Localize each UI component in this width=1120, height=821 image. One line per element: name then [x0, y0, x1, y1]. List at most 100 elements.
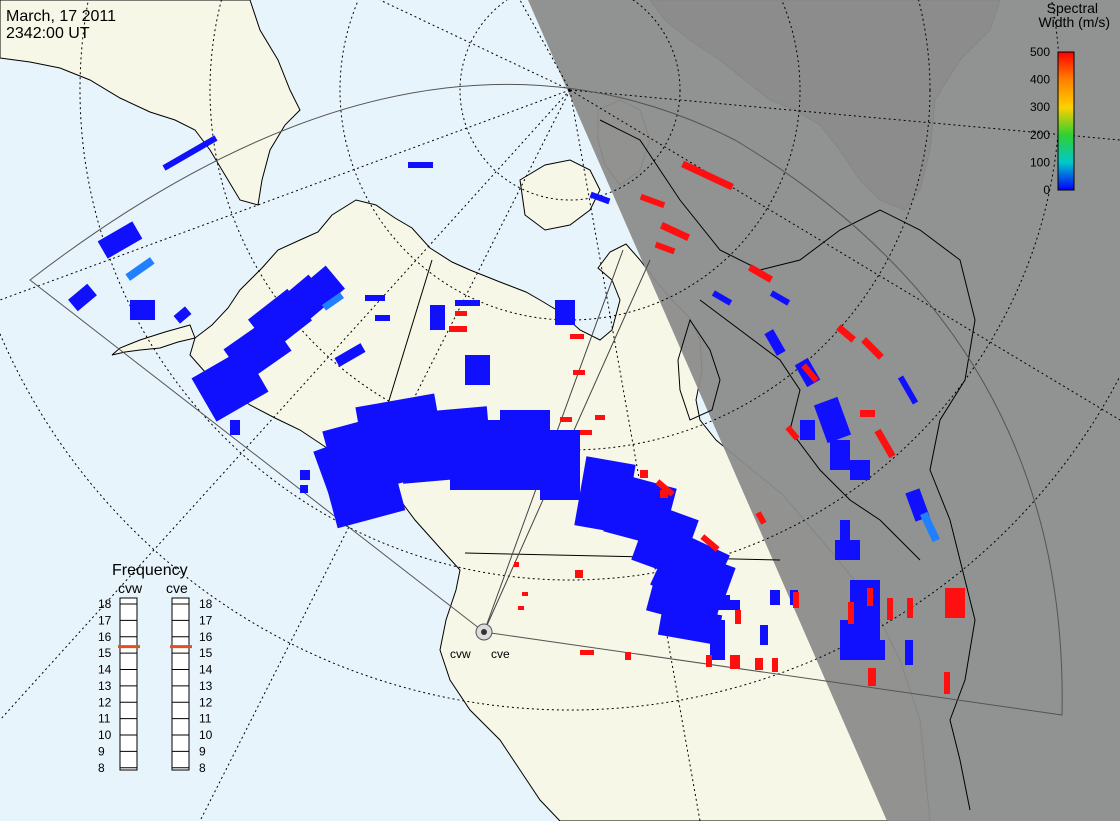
legend-tick-label: 200	[1030, 128, 1050, 142]
land-alaska-peninsula	[111, 324, 196, 356]
freq-scale-label: 16	[199, 630, 213, 644]
backscatter-cells	[68, 135, 965, 694]
scatter-cell	[570, 334, 584, 339]
freq-scale-label: 17	[98, 613, 112, 627]
freq-scale-label: 8	[199, 761, 206, 775]
scatter-cell	[772, 658, 778, 672]
frequency-title: Frequency	[112, 562, 188, 579]
scatter-cell	[868, 668, 876, 686]
freq-scale-label: 8	[98, 761, 105, 775]
scatter-cell	[860, 640, 885, 660]
spectral-width-legend: 500 400 300 200 100 0	[1030, 45, 1075, 197]
freq-scale-label: 10	[199, 728, 213, 742]
legend-colorbar	[1057, 51, 1075, 191]
scatter-cell	[700, 534, 720, 552]
scatter-cell	[660, 490, 668, 498]
scatter-cell	[920, 511, 940, 543]
coastline-night	[599, 119, 976, 811]
freq-scale: 18 18 17 17 16 16 15 15 14 14 13 13 12 12 11 11 10 10 9 9 8 8	[98, 597, 213, 775]
scatter-cell	[907, 598, 913, 618]
scatter-cell	[375, 315, 390, 321]
scatter-cell	[835, 540, 860, 560]
scatter-cell	[850, 460, 870, 480]
scatter-cell	[755, 658, 763, 670]
scatter-cell	[560, 417, 572, 422]
freq-scale-label: 16	[98, 630, 112, 644]
scatter-cell	[575, 570, 583, 578]
freq-radar-label-cvw: cvw	[118, 580, 143, 596]
scatter-cell	[639, 193, 666, 209]
scatter-cell	[555, 300, 575, 325]
freq-scale-label: 14	[199, 663, 213, 677]
scatter-cell	[595, 415, 605, 420]
scatter-cell	[861, 337, 884, 360]
legend-tick-label: 0	[1043, 183, 1050, 197]
scatter-cell	[855, 605, 870, 635]
scatter-cell	[173, 306, 192, 324]
scatter-cell	[735, 610, 741, 624]
scatter-cell	[785, 425, 800, 441]
scatter-cell	[813, 396, 852, 444]
scatter-cell	[905, 488, 930, 522]
freq-scale-label: 18	[98, 597, 112, 611]
scatter-cell	[770, 590, 780, 605]
radar-fov	[29, 83, 1063, 716]
freq-scale-label: 13	[98, 679, 112, 693]
scatter-cell	[300, 485, 308, 493]
scatter-cell	[589, 191, 611, 205]
scatter-cell	[905, 640, 913, 665]
freq-scale-label: 11	[199, 712, 212, 726]
scatter-cell	[625, 652, 631, 660]
freq-scale-label: 9	[98, 744, 105, 758]
scatter-cell	[848, 602, 854, 624]
scatter-cell	[747, 264, 774, 283]
scatter-cell	[800, 420, 815, 440]
freq-scale-label: 11	[98, 712, 111, 726]
scatter-cell	[897, 375, 919, 405]
legend-title-line2: Width (m/s)	[1038, 14, 1110, 30]
scatter-cell	[518, 606, 524, 610]
scatter-cell	[465, 355, 490, 385]
scatter-cell	[840, 520, 850, 545]
land-arctic-islands	[519, 159, 601, 231]
radar-site-dot	[481, 629, 487, 635]
freq-scale-label: 13	[199, 679, 213, 693]
legend-tick-label: 100	[1030, 155, 1050, 169]
scatter-cell	[540, 430, 580, 500]
scatter-cell	[334, 343, 366, 367]
scatter-cell	[659, 221, 691, 242]
time-label: 2342:00 UT	[6, 25, 90, 42]
freq-scale-label: 15	[98, 646, 112, 660]
scatter-cell	[230, 420, 240, 435]
scatter-cell	[580, 650, 594, 655]
scatter-cell	[681, 160, 734, 191]
scatter-cell	[130, 300, 155, 320]
scatter-cell	[887, 598, 893, 620]
scatter-cell	[755, 511, 767, 525]
legend-tick-labels: 500 400 300 200 100 0	[1030, 45, 1050, 197]
scatter-cell	[313, 431, 387, 499]
freq-radar-label-cve: cve	[166, 580, 188, 596]
scatter-cell	[514, 562, 519, 567]
scatter-cell	[295, 265, 345, 315]
freq-scale-label: 9	[199, 744, 206, 758]
freq-bar-cve	[171, 597, 190, 771]
freq-bar-cvw	[119, 597, 138, 771]
scatter-cell	[455, 311, 467, 316]
freq-scale-label: 12	[98, 695, 112, 709]
scatter-cell	[655, 479, 675, 497]
freq-scale-label: 12	[199, 695, 213, 709]
scatter-cell	[706, 655, 712, 667]
freq-scale-label: 15	[199, 646, 213, 660]
scatter-cell	[657, 605, 723, 645]
coastline-hudson-bay	[677, 318, 721, 421]
scatter-cell	[769, 290, 791, 306]
scatter-cell	[830, 440, 850, 470]
scatter-cell	[764, 329, 786, 356]
scatter-cell	[125, 257, 155, 281]
scatter-cell	[68, 283, 97, 312]
scatter-cell	[449, 326, 467, 332]
scatter-cell	[793, 592, 799, 608]
